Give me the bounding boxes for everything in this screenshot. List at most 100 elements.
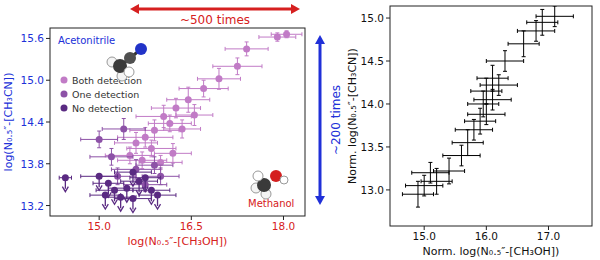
y-tick [386, 103, 390, 104]
annotation: ~500 times [180, 13, 250, 27]
y-error-bar [540, 9, 544, 35]
y-error-bar [522, 31, 526, 57]
y-tick [46, 163, 50, 164]
point [179, 125, 186, 132]
point [151, 127, 158, 134]
point [172, 105, 179, 112]
y-tick-label: 14.0 [361, 98, 384, 110]
y-error-bar [534, 21, 538, 42]
y-error-bar [447, 158, 451, 184]
point [139, 157, 146, 164]
point [108, 153, 115, 160]
y-tick-label: 15.0 [21, 74, 44, 86]
y-tick [386, 189, 390, 190]
point [142, 134, 149, 141]
y-axis-label: log(N₀.₅″-[CH₃CN]) [2, 73, 15, 172]
y-tick-label: 14.4 [21, 116, 45, 128]
point [215, 75, 222, 82]
annotation: ~200 times [329, 85, 343, 155]
y-tick-label: 14.5 [361, 55, 384, 67]
point [148, 145, 155, 152]
atom [280, 176, 288, 184]
y-error-bar [478, 108, 482, 134]
y-tick-label: 15.6 [21, 32, 45, 44]
point [96, 136, 103, 143]
point [148, 187, 155, 194]
point [136, 178, 143, 185]
point [123, 185, 130, 192]
legend-marker [61, 77, 68, 84]
y-tick-label: 13.8 [21, 158, 44, 170]
point [283, 31, 290, 38]
arrow-shaft [139, 8, 291, 11]
molecule-icon [107, 43, 147, 81]
atom [135, 43, 147, 55]
y-error-bar [503, 51, 507, 72]
data-area [402, 6, 573, 207]
point [129, 169, 136, 176]
x-tick-label: 16.0 [475, 230, 498, 242]
arrow-head [291, 4, 300, 14]
point [129, 195, 136, 202]
point [120, 125, 127, 132]
y-error-bar [553, 6, 557, 27]
point [142, 174, 149, 181]
y-error-bar [484, 78, 488, 104]
y-error-bar [422, 175, 426, 196]
point [191, 112, 198, 119]
arrow-head [315, 35, 325, 44]
y-tick-label: 13.0 [361, 184, 384, 196]
y-error-bar [491, 65, 495, 91]
legend-marker [61, 91, 68, 98]
y-tick [46, 122, 50, 123]
y-tick [46, 80, 50, 81]
y-tick [46, 38, 50, 39]
y-error-bar [484, 104, 488, 125]
x-axis-label: log(N₀.₅″-[CH₃OH]) [128, 235, 228, 248]
figure: ~500 times ~200 times Acetonitrile Methanol… [0, 0, 600, 260]
y-error-bar [491, 89, 495, 110]
y-tick [386, 146, 390, 147]
x-tick-label: 15.0 [412, 230, 435, 242]
point [105, 180, 112, 187]
y-axis-label: Norm. log(N₀.₅″-[CH₃CN]) [346, 48, 359, 184]
point [102, 192, 109, 199]
point [133, 139, 140, 146]
y-tick [386, 61, 390, 62]
arrow-shaft [319, 44, 322, 196]
annotation: Acetonitrile [58, 35, 115, 46]
atom [253, 171, 263, 181]
y-tick-label: 15.0 [361, 12, 384, 24]
double-arrow [315, 35, 325, 205]
annotation: Methanol [248, 198, 294, 209]
atom [124, 52, 136, 64]
legend-label: One detection [72, 89, 139, 100]
y-error-bar [472, 119, 476, 140]
y-error-bar [428, 162, 432, 183]
point [169, 150, 176, 157]
y-tick-label: 13.5 [361, 141, 384, 153]
arrow-head [315, 196, 325, 205]
x-tick-label: 15.0 [87, 220, 110, 232]
x-tick-label: 17.0 [537, 230, 560, 242]
point [62, 174, 69, 181]
y-error-bar [466, 130, 470, 156]
chart: ~500 times ~200 times Acetonitrile Methanol… [2, 13, 343, 248]
point [200, 85, 207, 92]
legend-label: No detection [72, 103, 133, 114]
point [166, 120, 173, 127]
atom [124, 67, 134, 77]
plot-frame [390, 6, 592, 226]
double-arrow [130, 4, 300, 14]
y-tick-label: 13.2 [21, 200, 44, 212]
point [243, 45, 250, 52]
chart: 15.0 16.0 17.0 13.0 13.5 14.0 14.5 15.0 Norm. lo… [346, 6, 592, 258]
data-area [59, 31, 302, 213]
point [96, 173, 103, 180]
legend-marker [61, 105, 68, 112]
point [185, 96, 192, 103]
point [154, 192, 161, 199]
point [234, 63, 241, 70]
point [160, 113, 167, 120]
x-tick-label: 16.5 [180, 220, 203, 232]
